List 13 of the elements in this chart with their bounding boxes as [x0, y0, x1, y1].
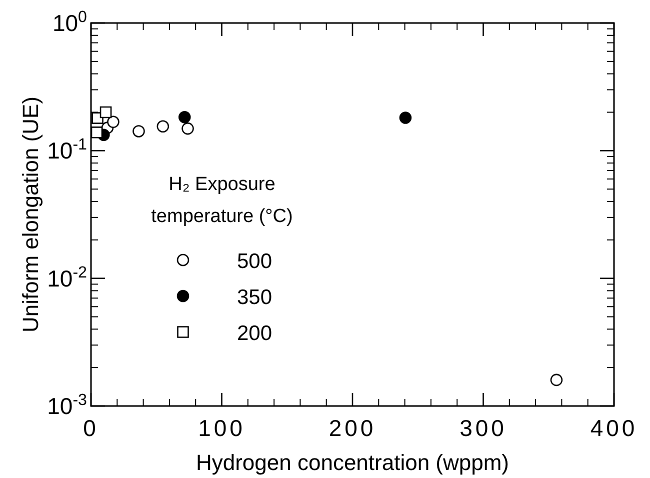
x-tick-label: 100 [198, 415, 246, 441]
y-tick-label: 10$^{-1}$ [47, 136, 88, 164]
x-tick-label: 200 [328, 415, 376, 441]
x-tick-label: 400 [590, 415, 638, 441]
y-tick-label: 10$^{0}$ [52, 8, 88, 36]
legend-label: 200 [237, 322, 272, 345]
x-axis-title: Hydrogen concentration (wppm) [196, 450, 510, 475]
y-axis-title: Uniform elongation (UE) [18, 96, 43, 332]
x-tick-label: 300 [460, 415, 507, 441]
y-tick-label: 10$^{-2}$ [47, 263, 88, 292]
legend-title: H₂ Exposure temperature (°C) [151, 174, 293, 227]
legend-label: 500 [237, 250, 272, 273]
legend-label: 350 [237, 286, 272, 309]
